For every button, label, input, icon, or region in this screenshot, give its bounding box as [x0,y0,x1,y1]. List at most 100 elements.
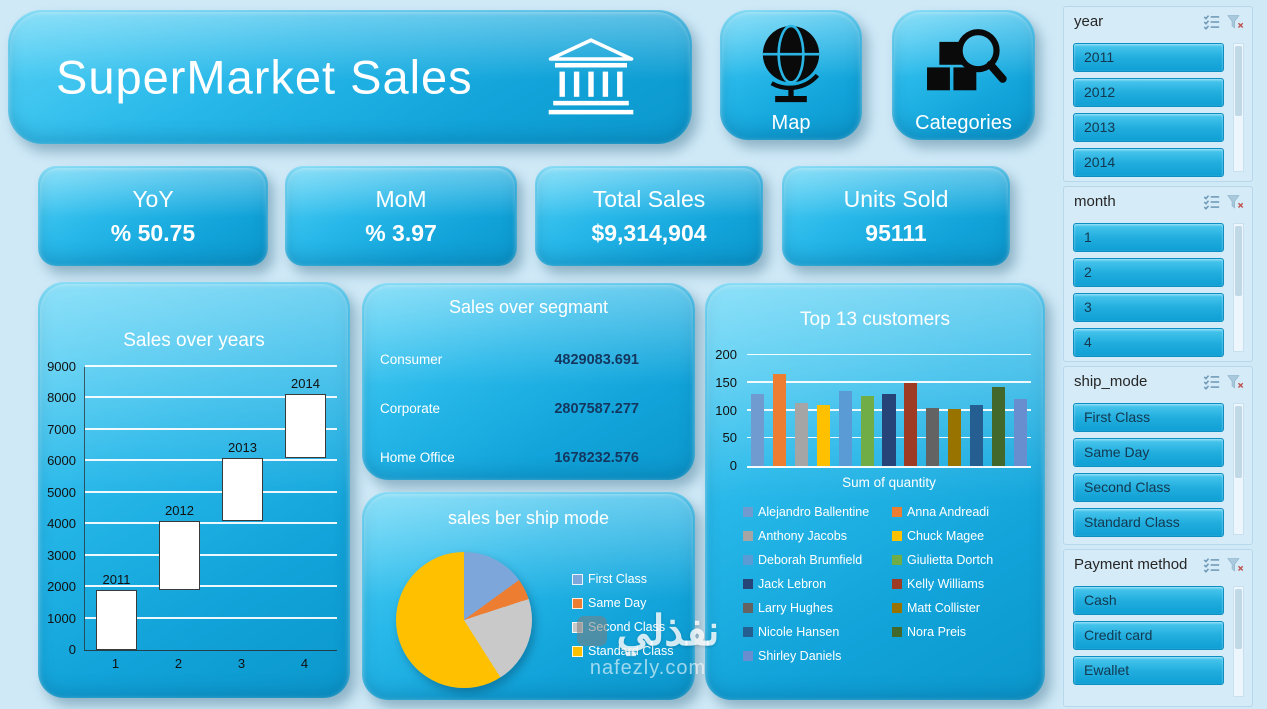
slicer-ship-mode: ship_mode First Class Same Day Second Clas… [1063,366,1253,545]
legend-item: Alejandro Ballentine [743,505,888,519]
gridline [85,585,337,588]
slicer-year: year 2011 2012 2013 2014 [1063,6,1253,182]
slicer-item-standard-class[interactable]: Standard Class [1073,508,1224,537]
slicer-header: Payment method [1064,550,1252,575]
slicer-item-2014[interactable]: 2014 [1073,148,1224,177]
slicer-title: year [1074,13,1104,30]
slicer-payment-method: Payment method Cash Credit card Ewallet [1063,549,1253,707]
dashboard-title: SuperMarket Sales [56,50,473,104]
gridline [85,553,337,556]
ship-mode-pie-chart [396,552,532,688]
multiselect-icon[interactable] [1203,14,1220,30]
multiselect-icon[interactable] [1203,374,1220,390]
bar-year-label: 2012 [165,503,194,519]
bank-icon [548,38,634,115]
slicer-title: month [1074,193,1116,210]
clear-filter-icon[interactable] [1227,14,1244,30]
customer-bar [795,403,809,466]
slicer-item-1[interactable]: 1 [1073,223,1224,252]
legend-swatch [892,627,902,637]
legend-label: Anthony Jacobs [758,529,847,543]
chart-title: Sales over segmant [448,297,609,317]
legend-item: Nora Preis [892,625,1037,639]
scrollbar-thumb[interactable] [1235,46,1242,116]
multiselect-icon[interactable] [1203,557,1220,573]
scrollbar-thumb[interactable] [1235,589,1242,649]
kpi-card-mom: MoM % 3.97 [285,166,517,266]
slicer-scrollbar[interactable] [1233,43,1244,172]
kpi-title: Units Sold [843,185,949,212]
categories-button-label: Categories [915,112,1012,134]
slicer-item-first-class[interactable]: First Class [1073,403,1224,432]
kpi-value: $9,314,904 [591,219,707,246]
slicer-item-list: First Class Same Day Second Class Standard … [1073,403,1224,537]
segment-row: Consumer 4829083.691 [380,335,639,384]
header-banner: SuperMarket Sales [8,10,692,144]
gridline [747,353,1031,355]
gridline [85,396,337,399]
segment-row: Corporate 2807587.277 [380,384,639,433]
legend-swatch [743,603,753,613]
kpi-card-yoy: YoY % 50.75 [38,166,268,266]
slicer-scrollbar[interactable] [1233,403,1244,535]
slicer-item-3[interactable]: 3 [1073,293,1224,322]
slicer-item-second-class[interactable]: Second Class [1073,473,1224,502]
slicer-item-cash[interactable]: Cash [1073,586,1224,615]
slicer-item-2013[interactable]: 2013 [1073,113,1224,142]
scrollbar-thumb[interactable] [1235,226,1242,296]
sales-over-segment-panel: Sales over segmant Consumer 4829083.691 Co… [362,283,695,480]
x-axis: 1 2 3 4 [84,654,336,672]
legend-swatch [892,555,902,565]
slicer-month: month 1 2 3 4 [1063,186,1253,362]
slicer-item-list: 2011 2012 2013 2014 [1073,43,1224,177]
segment-label: Home Office [380,450,455,465]
bar-year-label: 2014 [291,375,320,391]
slicer-item-2011[interactable]: 2011 [1073,43,1224,72]
legend-swatch [743,627,753,637]
y-tick-label: 3000 [47,547,76,563]
slicer-item-4[interactable]: 4 [1073,328,1224,357]
customer-bar [904,382,918,466]
gridline [85,365,337,367]
multiselect-icon[interactable] [1203,194,1220,210]
legend-label: Giulietta Dortch [907,553,994,567]
gridline [747,381,1031,383]
slicer-item-list: 1 2 3 4 [1073,223,1224,357]
map-button[interactable]: Map [720,10,862,140]
legend-item: Same Day [572,596,673,610]
slicer-item-ewallet[interactable]: Ewallet [1073,656,1224,685]
legend-label: Chuck Magee [907,529,985,543]
categories-button[interactable]: Categories [892,10,1035,140]
legend-label: Nicole Hansen [758,625,840,639]
legend-item: Standard Class [572,644,673,658]
slicer-item-2012[interactable]: 2012 [1073,78,1224,107]
clear-filter-icon[interactable] [1227,557,1244,573]
x-tick-label: 2 [174,656,183,671]
legend-item: Kelly Williams [892,577,1037,591]
customer-bar [969,404,983,466]
legend-label: First Class [588,572,648,586]
waterfall-plot: 2011 2012 2013 2014 [84,365,337,651]
y-tick-label: 8000 [47,390,76,406]
y-tick-label: 100 [715,402,737,418]
slicer-scrollbar[interactable] [1233,586,1244,697]
slicer-scrollbar[interactable] [1233,223,1244,352]
legend-item: Second Class [572,620,673,634]
slicer-item-same-day[interactable]: Same Day [1073,438,1224,467]
gridline [85,616,337,619]
slicer-item-credit-card[interactable]: Credit card [1073,621,1224,650]
slicer-item-list: Cash Credit card Ewallet [1073,586,1224,685]
sales-over-years-panel: Sales over years 0 1000 2000 3000 4000 5000 60… [38,282,350,698]
customer-bar [816,404,830,466]
scrollbar-thumb[interactable] [1235,406,1242,478]
y-tick-label: 4000 [47,516,76,532]
legend-swatch [743,579,753,589]
clear-filter-icon[interactable] [1227,194,1244,210]
customer-bar [947,408,962,466]
clear-filter-icon[interactable] [1227,374,1244,390]
gridline [85,427,337,430]
slicer-item-2[interactable]: 2 [1073,258,1224,287]
legend-item: Larry Hughes [743,601,888,615]
pie-legend: First Class Same Day Second Class Standard … [572,572,673,658]
legend-label: Same Day [588,596,647,610]
